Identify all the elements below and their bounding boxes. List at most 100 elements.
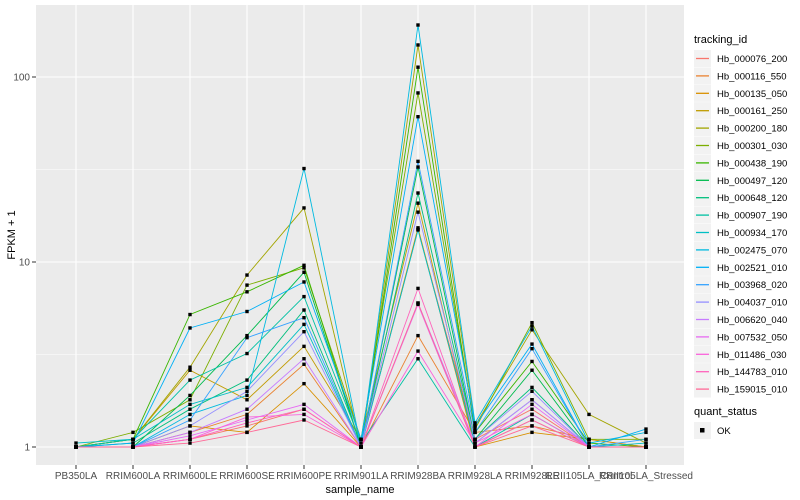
data-point — [245, 393, 249, 398]
data-point — [416, 191, 420, 195]
legend-label: Hb_000648_120 — [717, 193, 787, 204]
data-point — [416, 165, 420, 169]
legend-label: Hb_000116_550 — [717, 71, 787, 82]
data-point — [416, 286, 420, 291]
data-point — [416, 65, 420, 69]
data-point — [302, 166, 306, 171]
legend-label: Hb_000076_200 — [717, 54, 787, 65]
legend-item-Hb_000135_050: Hb_000135_050 — [694, 84, 787, 102]
data-point — [302, 322, 306, 327]
legend-item-Hb_011486_030: Hb_011486_030 — [694, 345, 787, 363]
y-tick-label-100: 100 — [13, 73, 30, 84]
legend-label: Hb_000135_050 — [717, 89, 787, 100]
data-point — [74, 445, 78, 449]
data-point — [416, 226, 420, 230]
data-point — [530, 389, 534, 394]
data-point — [473, 437, 477, 442]
data-point — [416, 210, 420, 214]
data-point — [416, 43, 420, 47]
legend-item-Hb_159015_010: Hb_159015_010 — [694, 380, 787, 398]
legend-label: Hb_000301_030 — [717, 141, 787, 152]
legend-item-Hb_000161_250: Hb_000161_250 — [694, 102, 787, 120]
legend-label: Hb_006620_040 — [717, 315, 787, 326]
y-axis-ticks — [32, 76, 36, 448]
data-point — [302, 308, 306, 312]
data-point — [530, 402, 534, 407]
data-point — [473, 441, 477, 445]
data-point — [530, 320, 534, 325]
data-point — [359, 441, 363, 445]
data-point — [644, 437, 648, 442]
data-point — [302, 266, 306, 270]
data-point — [359, 445, 363, 449]
legend-item-Hb_000076_200: Hb_000076_200 — [694, 50, 787, 67]
y-tick-label-1: 1 — [24, 443, 30, 454]
data-point — [188, 393, 192, 398]
data-point — [644, 445, 648, 449]
legend-label: Hb_159015_010 — [717, 385, 787, 396]
ok-point-icon — [700, 428, 705, 433]
x-tick-label-RRIM600PE: RRIM600PE — [276, 471, 332, 482]
data-point — [473, 424, 477, 428]
data-point — [188, 424, 192, 428]
data-point — [416, 357, 420, 361]
legend-label: Hb_000934_170 — [717, 228, 787, 239]
data-point — [131, 441, 135, 445]
data-point — [530, 398, 534, 402]
data-point — [302, 357, 306, 361]
legend-item-Hb_000116_550: Hb_000116_550 — [694, 67, 787, 85]
data-point — [188, 441, 192, 445]
data-point — [245, 273, 249, 277]
x-tick-label-RRIM901LA: RRIM901LA — [334, 471, 389, 482]
legend-item-Hb_003968_020: Hb_003968_020 — [694, 276, 787, 294]
data-point — [473, 427, 477, 431]
data-point — [245, 430, 249, 435]
legend-label: Hb_011486_030 — [717, 350, 787, 361]
legend-label: Hb_000497_120 — [717, 176, 787, 187]
data-point — [416, 23, 420, 27]
gridlines-minor — [36, 169, 684, 355]
x-tick-label-RRIM600LA: RRIM600LA — [106, 471, 161, 482]
data-point — [188, 437, 192, 442]
x-tick-label-RRIM928LE: RRIM928LE — [505, 471, 560, 482]
data-point — [302, 418, 306, 422]
data-point — [587, 441, 591, 445]
data-point — [416, 91, 420, 95]
data-point — [302, 280, 306, 284]
data-point — [302, 412, 306, 417]
data-point — [245, 415, 249, 419]
data-point — [302, 344, 306, 349]
data-point — [587, 412, 591, 417]
data-point — [359, 437, 363, 442]
x-axis-labels: PB350LA RRIM600LA RRIM600LE RRIM600SE RRIM60… — [55, 471, 693, 482]
data-point — [302, 206, 306, 210]
data-point — [188, 398, 192, 402]
data-point — [245, 418, 249, 422]
data-point — [302, 315, 306, 320]
legend-label: Hb_000200_180 — [717, 124, 787, 135]
data-point — [131, 445, 135, 449]
legend-item-Hb_000934_170: Hb_000934_170 — [694, 224, 787, 241]
data-point — [245, 309, 249, 314]
data-point — [245, 378, 249, 382]
data-point — [416, 349, 420, 353]
data-point — [302, 263, 306, 267]
data-point — [416, 201, 420, 205]
data-point — [530, 430, 534, 435]
data-point — [302, 381, 306, 386]
data-point — [416, 333, 420, 338]
legend-label: Hb_004037_010 — [717, 298, 787, 309]
legend-item-Hb_144783_010: Hb_144783_010 — [694, 363, 787, 381]
y-axis-labels: 1 10 100 — [13, 73, 30, 454]
data-point — [245, 407, 249, 411]
data-point — [131, 430, 135, 435]
plot-panel — [36, 5, 684, 465]
data-point — [530, 424, 534, 428]
data-point — [644, 427, 648, 431]
legend-label: Hb_000907_190 — [717, 211, 787, 222]
data-point — [245, 283, 249, 287]
data-point — [416, 115, 420, 119]
data-point — [302, 407, 306, 411]
